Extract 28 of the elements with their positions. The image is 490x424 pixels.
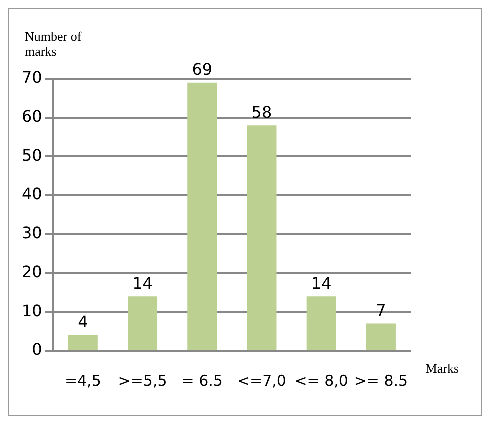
x-tick-label: =4,5: [64, 372, 102, 390]
bar: [366, 324, 396, 350]
data-label: 58: [252, 102, 272, 122]
x-tick-label: = 6.5: [182, 372, 223, 390]
y-tick-label: 0: [32, 340, 42, 360]
x-tick-label: >=5,5: [118, 372, 168, 390]
x-tick-label: <=7,0: [237, 372, 286, 390]
bar: [247, 126, 277, 350]
bar: [188, 82, 218, 350]
x-axis-title: Marks: [426, 361, 459, 377]
data-label: 69: [192, 60, 213, 80]
y-tick-label: 20: [22, 262, 42, 282]
bar: [128, 296, 158, 350]
y-axis-title: Number of marks: [25, 29, 83, 59]
data-label: 4: [78, 312, 88, 332]
bar: [68, 335, 98, 350]
y-tick-label: 10: [22, 301, 42, 320]
y-tick-label: 40: [22, 184, 42, 204]
data-label: 14: [311, 274, 332, 293]
data-label: 7: [376, 300, 386, 320]
y-tick-label: 70: [22, 68, 42, 88]
y-tick-label: 60: [22, 107, 42, 126]
y-tick-label: 30: [22, 224, 42, 243]
bar: [306, 296, 336, 350]
x-tick-label: <= 8,0: [294, 372, 348, 390]
y-tick-label: 50: [22, 146, 42, 165]
x-tick-label: >= 8.5: [354, 372, 408, 390]
data-label: 14: [132, 274, 153, 293]
